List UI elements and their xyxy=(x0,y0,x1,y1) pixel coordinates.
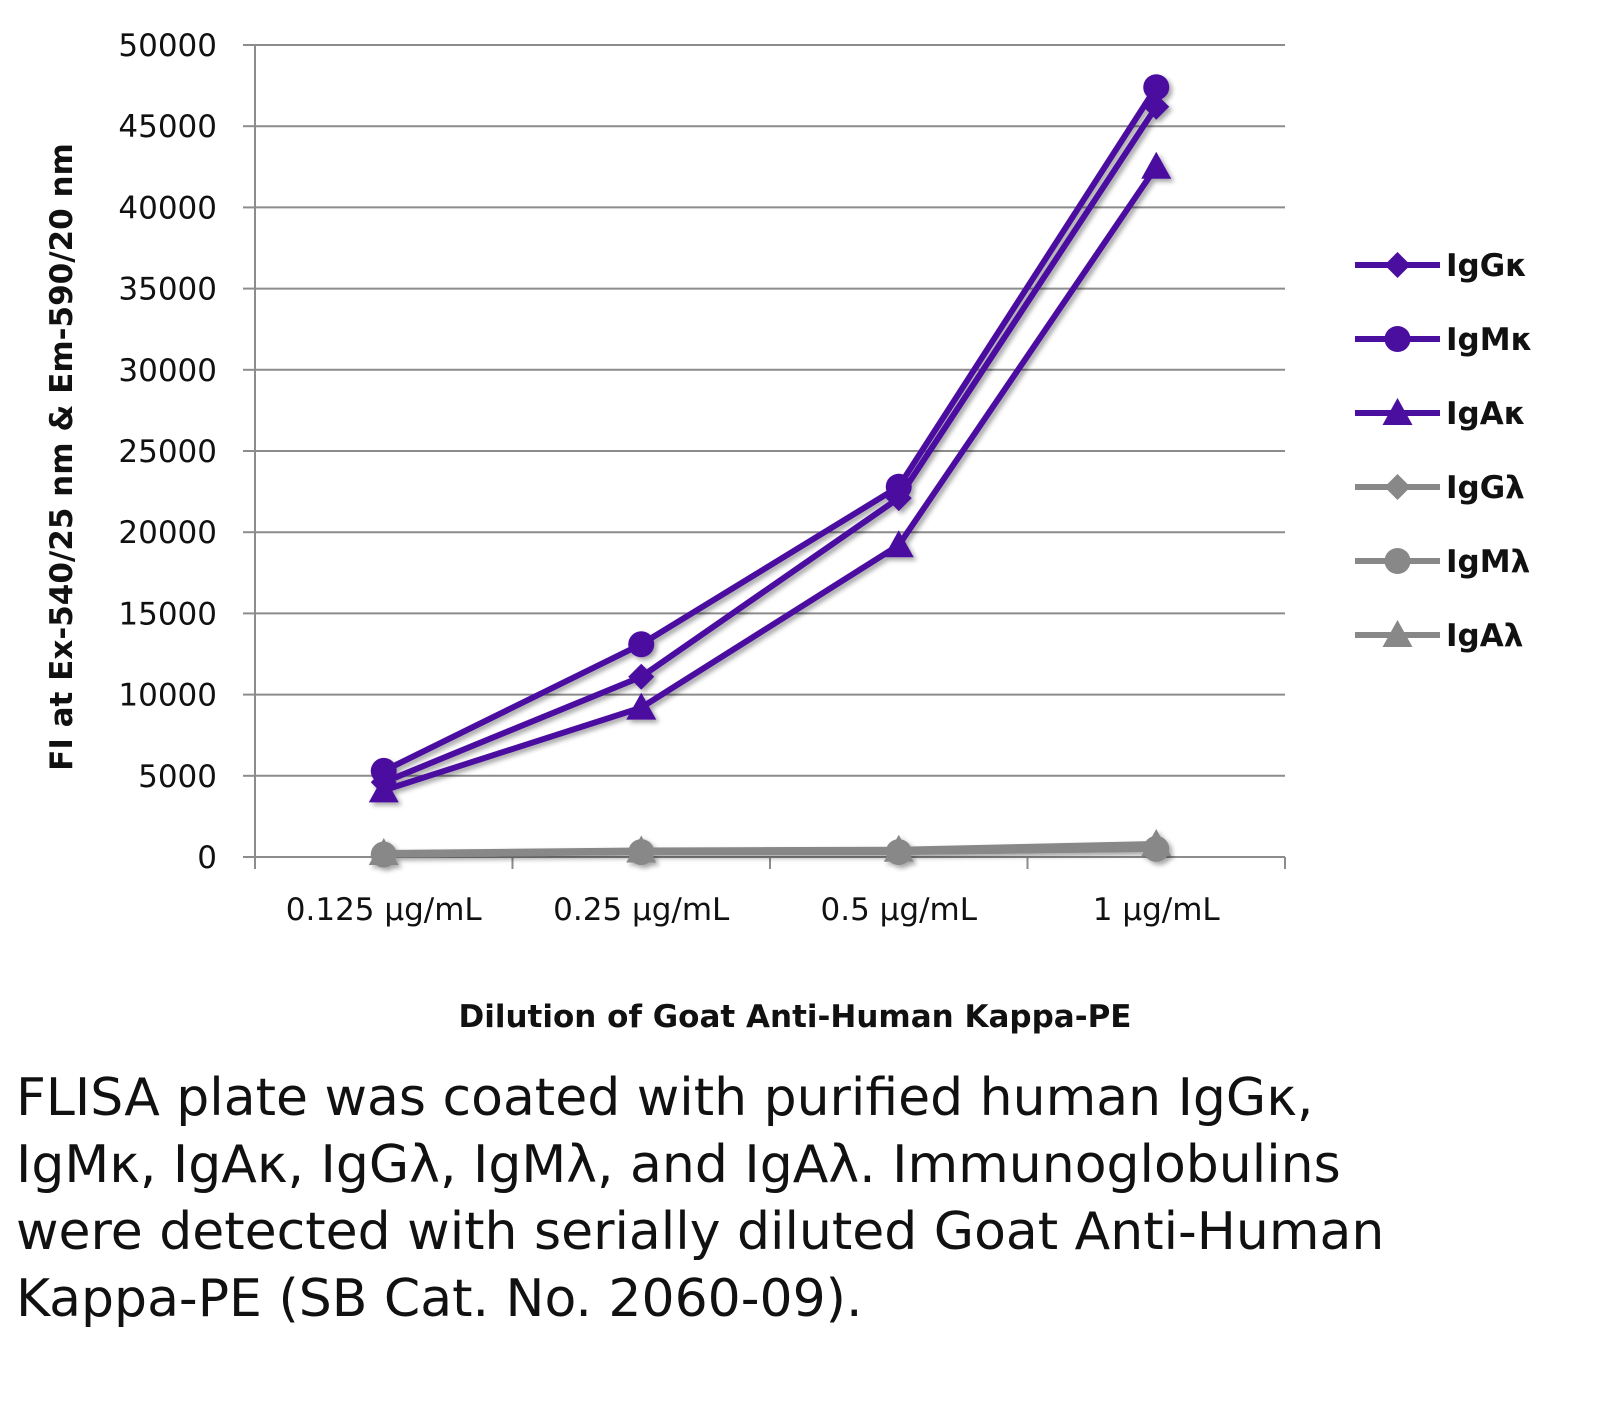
legend-label: IgMκ xyxy=(1446,322,1533,358)
legend-marker xyxy=(1384,326,1411,352)
data-point xyxy=(1143,74,1170,101)
legend-marker xyxy=(1384,474,1411,500)
data-point xyxy=(1141,829,1172,857)
data-point xyxy=(368,775,399,803)
x-tick-label: 0.5 µg/mL xyxy=(821,892,978,928)
series-line xyxy=(382,85,1159,774)
data-point xyxy=(628,631,655,658)
y-tick-labels: 0 5000 10000 15000 20000 25000 30000 35000 40000… xyxy=(118,28,217,876)
y-tick-label: 40000 xyxy=(118,190,217,226)
x-tick-label: 1 µg/mL xyxy=(1093,892,1221,928)
y-tick-label: 25000 xyxy=(118,434,217,470)
legend-label: IgAκ xyxy=(1446,396,1526,432)
legend-label: IgGλ xyxy=(1446,470,1525,506)
figure-caption: FLISA plate was coated with purified hum… xyxy=(16,1068,1385,1329)
x-tick-label: 0.125 µg/mL xyxy=(286,892,483,928)
y-tick-label: 15000 xyxy=(118,596,217,632)
x-tick-labels: 0.125 µg/mL 0.25 µg/mL 0.5 µg/mL 1 µg/mL xyxy=(286,892,1221,928)
legend-label: IgMλ xyxy=(1446,544,1530,580)
series-5 xyxy=(368,829,1172,865)
axes xyxy=(243,44,1286,869)
legend-item: IgAκ xyxy=(1355,396,1526,432)
y-tick-label: 0 xyxy=(197,840,217,876)
legend-marker xyxy=(1384,252,1411,278)
legend-marker xyxy=(1384,548,1411,574)
data-point xyxy=(628,663,655,690)
legend-item: IgGλ xyxy=(1355,470,1525,506)
data-point xyxy=(1141,151,1172,179)
legend-marker xyxy=(1382,620,1413,647)
y-tick-label: 50000 xyxy=(118,28,217,64)
series-line xyxy=(382,165,1159,794)
legend-label: IgGκ xyxy=(1446,248,1527,284)
legend-item: IgGκ xyxy=(1355,248,1527,284)
series-0 xyxy=(370,93,1170,796)
y-axis-title: FI at Ex-540/25 nm & Em-590/20 nm xyxy=(44,143,80,771)
data-point xyxy=(626,835,657,863)
data-point xyxy=(883,834,914,862)
data-point xyxy=(885,473,912,500)
y-tick-label: 20000 xyxy=(118,515,217,551)
legend-label: IgAλ xyxy=(1446,618,1523,654)
series-layer xyxy=(368,74,1172,868)
x-tick-label: 0.25 µg/mL xyxy=(553,892,730,928)
y-tick-label: 5000 xyxy=(138,759,217,795)
data-point xyxy=(626,692,657,720)
series-2 xyxy=(368,151,1172,803)
data-point xyxy=(368,837,399,865)
legend: IgGκ IgMκ IgAκ IgGλ IgMλ IgAλ xyxy=(1355,248,1533,654)
line-chart: 0 5000 10000 15000 20000 25000 30000 35000 40000… xyxy=(44,28,1533,1035)
x-axis-title: Dilution of Goat Anti-Human Kappa-PE xyxy=(459,999,1132,1035)
gridlines xyxy=(255,44,1285,777)
legend-item: IgMκ xyxy=(1355,322,1533,358)
y-tick-label: 45000 xyxy=(118,109,217,145)
legend-marker xyxy=(1382,398,1413,425)
series-1 xyxy=(370,74,1170,784)
series-line xyxy=(383,841,1157,856)
y-tick-label: 30000 xyxy=(118,353,217,389)
series-line xyxy=(382,105,1159,786)
legend-item: IgMλ xyxy=(1355,544,1530,580)
data-point xyxy=(883,530,914,558)
y-tick-label: 35000 xyxy=(118,272,217,308)
legend-item: IgAλ xyxy=(1355,618,1523,654)
data-point xyxy=(370,757,397,784)
y-tick-label: 10000 xyxy=(118,678,217,714)
